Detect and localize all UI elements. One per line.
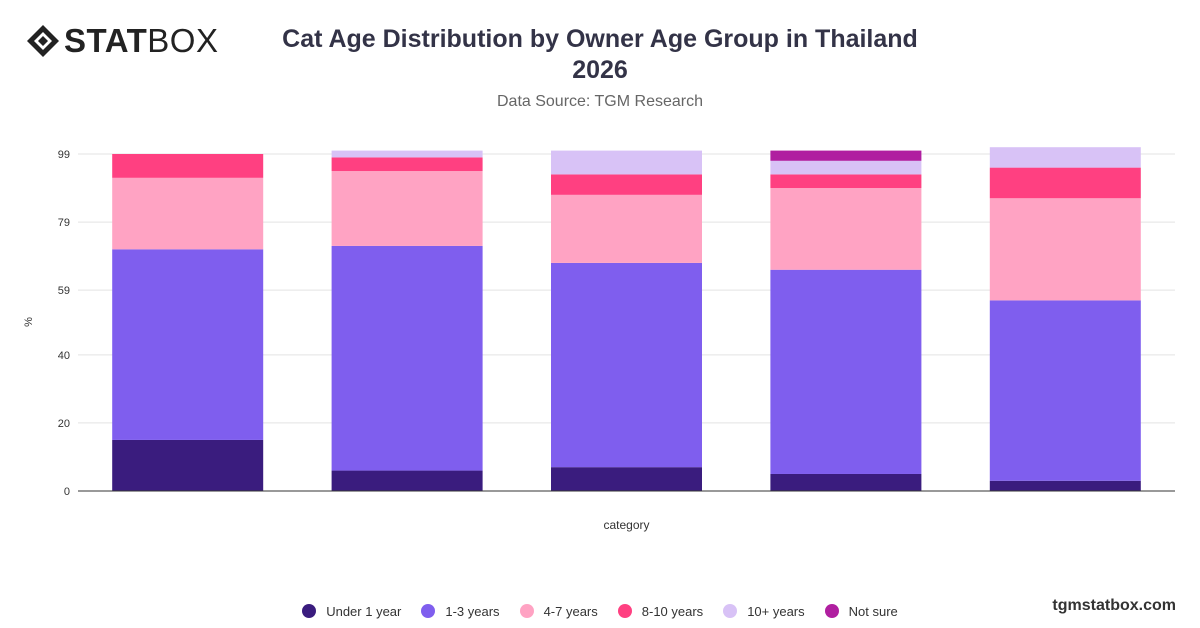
legend-item[interactable]: Under 1 year [302,604,401,619]
legend-swatch-icon [723,604,738,618]
y-tick-label: 59 [58,285,70,297]
chart-title-line2: 2026 [572,56,628,84]
chart-title-line1: Cat Age Distribution by Owner Age Group … [282,25,918,53]
bar-segment [331,150,483,158]
bar-segment [770,269,922,474]
legend-label: 10+ years [747,603,805,619]
legend-item[interactable]: 4-7 years [519,603,598,619]
bar-segment [989,167,1141,199]
stacked-bar-chart: 0 20 40 59 79 99 category% [23,147,1175,532]
chart-legend: Under 1 year 1-3 years 4-7 years 8-10 years… [0,601,1200,621]
legend-label: 1-3 years [445,603,500,619]
bar-segment [112,177,264,250]
legend-item[interactable]: 1-3 years [421,603,500,619]
y-axis-label: % [23,317,35,327]
bar-segment [551,262,702,468]
y-tick-label: 20 [58,418,70,430]
logo-text-light: BOX [147,22,219,59]
bar-segment [989,198,1141,301]
axis-layer: 0 20 40 59 79 99 category% [23,149,1175,532]
bar-segment [551,150,702,175]
legend-item[interactable]: Not sure [824,603,898,619]
bar-segment [551,467,702,491]
y-tick-label: 99 [58,149,70,161]
bar-segment [112,154,264,178]
bar-segment [551,174,702,195]
bar-segment [770,188,922,270]
diamond-logo-icon [27,25,59,57]
bar-segment [989,300,1141,481]
footer-source-link[interactable]: tgmstatbox.com [1052,597,1176,614]
x-axis-label: category [603,518,649,532]
bar-segment [551,194,702,263]
y-tick-label: 0 [64,486,70,498]
legend-swatch-icon [824,604,839,618]
bar-segment [989,147,1141,168]
bar-segment [770,150,922,161]
bar-segment [112,249,264,440]
legend-item[interactable]: 8-10 years [617,603,704,619]
chart-title: Cat Age Distribution by Owner Age Group … [240,24,960,86]
bar-segment [112,439,264,491]
bar-segment [331,470,483,491]
legend-swatch-icon [421,604,436,618]
legend-item[interactable]: 10+ years [723,603,805,619]
bar-segment [770,174,922,189]
bar-segment [989,480,1141,491]
statbox-logo: STATBOX [26,24,218,58]
y-tick-label: 40 [58,350,70,362]
logo-text-bold: STAT [64,22,148,59]
y-tick-label: 79 [58,217,70,229]
bar-segment [770,160,922,175]
chart-subtitle: Data Source: TGM Research [496,93,703,110]
bar-segment [331,157,483,172]
bar-segment [331,171,483,246]
bar-segment [331,245,483,471]
legend-label: Under 1 year [326,603,402,619]
logo-text: STATBOX [64,24,218,58]
legend-label: Not sure [848,603,898,619]
legend-swatch-icon [519,604,534,618]
legend-swatch-icon [302,604,317,618]
legend-swatch-icon [617,604,632,618]
bar-segment [770,473,922,491]
legend-label: 4-7 years [543,603,598,619]
bars-layer [112,147,1141,491]
legend-label: 8-10 years [641,603,704,619]
